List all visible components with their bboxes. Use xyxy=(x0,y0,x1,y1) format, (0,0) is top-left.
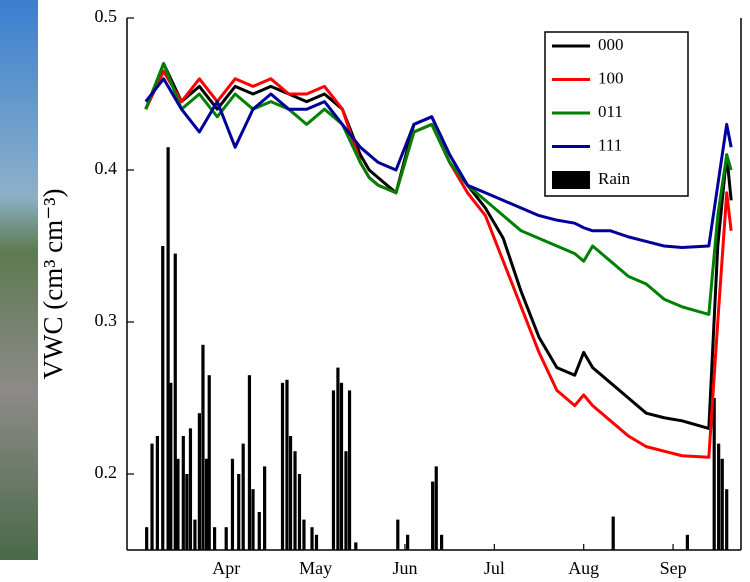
x-tick-label: Aug xyxy=(568,558,599,578)
rain-bar xyxy=(181,436,185,550)
rain-bar xyxy=(207,375,211,550)
x-tick-label: May xyxy=(299,558,332,578)
rain-bar xyxy=(145,527,149,550)
rain-bar xyxy=(263,466,267,550)
legend-label: 111 xyxy=(598,135,622,154)
line-series xyxy=(144,77,733,250)
rain-bar xyxy=(336,367,340,550)
rain-bar xyxy=(204,458,209,550)
rain-bar xyxy=(201,344,205,550)
y-tick-label: 0.3 xyxy=(95,310,118,330)
rain-bar xyxy=(188,428,193,550)
rain-bar xyxy=(155,436,159,550)
rain-bar xyxy=(169,382,173,550)
rain-bar xyxy=(720,458,724,550)
rain-bar xyxy=(224,527,228,550)
rain-bar xyxy=(173,253,177,550)
rain-bar xyxy=(396,519,400,550)
rain-bar xyxy=(302,519,306,550)
rain-bar xyxy=(725,489,729,550)
legend: 000 100 011 111 Rain xyxy=(552,35,631,189)
rain-bar xyxy=(347,390,352,550)
rain-bar xyxy=(354,542,358,550)
rain-bar xyxy=(185,474,189,550)
rain-bar xyxy=(288,436,293,550)
rain-bar xyxy=(314,534,319,550)
x-tick-label: Apr xyxy=(212,558,240,578)
y-axis-title: VWC (cm³ cm⁻³) xyxy=(38,189,68,380)
rain-bar xyxy=(717,443,721,550)
rain-bar xyxy=(176,458,180,550)
photo-strip xyxy=(0,0,38,560)
rain-bar xyxy=(166,147,170,550)
rain-bar xyxy=(293,451,297,550)
legend-label: 011 xyxy=(598,102,623,121)
rain-bar xyxy=(257,512,261,550)
rain-bar xyxy=(439,534,444,550)
rain-bar xyxy=(431,481,435,550)
rain-bar xyxy=(611,516,615,550)
rain-bar xyxy=(241,443,245,550)
rain-bar xyxy=(251,489,255,550)
rain-bar xyxy=(212,527,217,550)
legend-label: Rain xyxy=(598,169,631,188)
rain-bar xyxy=(161,246,165,550)
legend-label: 000 xyxy=(598,35,624,54)
y-tick-label: 0.4 xyxy=(95,158,118,178)
x-tick-label: Jun xyxy=(392,558,417,578)
legend-swatch xyxy=(552,171,590,189)
plot-area: 0.2 0.3 0.4 0.5 Apr May Jun Jul Aug Sep xyxy=(95,6,742,578)
legend-label: 100 xyxy=(598,68,624,87)
rain-bar xyxy=(712,398,716,550)
rain-bar xyxy=(344,451,348,550)
rain-bar xyxy=(150,443,154,550)
rain-bar xyxy=(285,379,289,550)
rain-bar xyxy=(197,413,201,550)
rain-bar xyxy=(685,534,689,550)
x-tick-label: Sep xyxy=(660,558,687,578)
rain-bar xyxy=(331,390,336,550)
x-tick-label: Jul xyxy=(484,558,505,578)
rain-bar xyxy=(230,458,235,550)
rain-bar xyxy=(280,382,285,550)
rain-bar xyxy=(247,375,252,550)
rain-bar xyxy=(297,474,302,550)
rain-bar xyxy=(339,382,344,550)
rain-bar xyxy=(310,527,314,550)
rain-bar xyxy=(434,466,438,550)
y-tick-label: 0.2 xyxy=(95,462,118,482)
rain-bar xyxy=(193,519,197,550)
rain-bar xyxy=(406,534,410,550)
rain-bar xyxy=(237,474,241,550)
y-tick-label: 0.5 xyxy=(95,6,118,26)
